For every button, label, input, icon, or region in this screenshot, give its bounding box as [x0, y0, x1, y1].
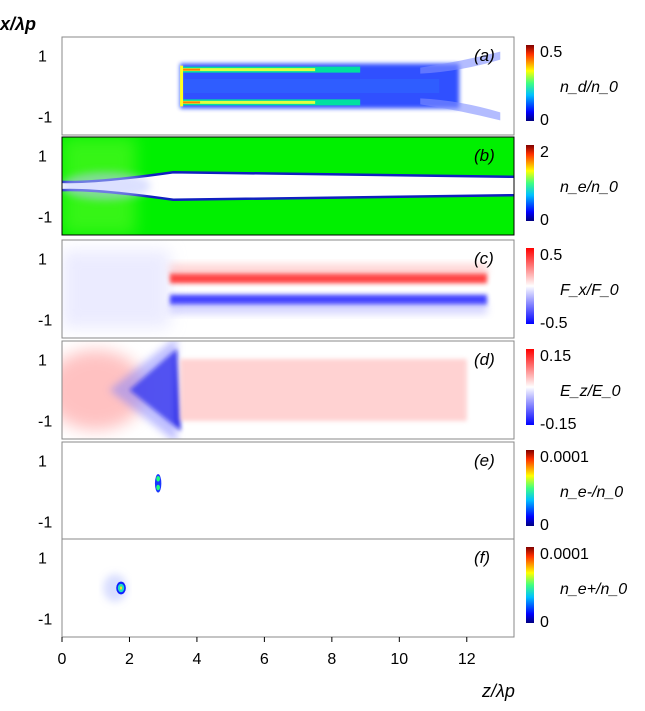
panel-label: (c): [474, 249, 494, 268]
density-wall-hot-0: [180, 68, 316, 72]
colorbar: [526, 45, 534, 121]
x-tick-label: 0: [58, 651, 67, 668]
field-halo-negative: [169, 303, 488, 314]
plot-area-d: [62, 341, 514, 439]
panels-group: (a) 1 -1 0.5 0 n_d/n_0 (b) 1 -1 2 0 n_e/n_0 (c) 1 -1 0.…: [38, 36, 627, 638]
density-wall-peak-0: [180, 68, 201, 71]
colorbar-max: 0.0001: [540, 449, 589, 466]
plot-area-e: [62, 442, 514, 540]
particle-peak: [119, 586, 123, 590]
x-tick-label: 4: [192, 651, 201, 668]
field-positive-front: [62, 350, 146, 430]
colorbar: [526, 145, 534, 221]
density-flare-bottom: [420, 98, 501, 121]
y-tick-label: -1: [38, 612, 52, 629]
colorbar-quantity: n_e-/n_0: [560, 484, 623, 501]
colorbar-min: 0: [540, 112, 549, 129]
colorbar-max: 2: [540, 144, 549, 161]
panel-frame: [61, 36, 515, 136]
y-tick-label: -1: [38, 515, 52, 532]
panel-c: (c) 1 -1 0.5 -0.5 F_x/F_0: [38, 239, 619, 339]
x-tick-label: 10: [390, 651, 408, 668]
panel-label: (e): [474, 451, 495, 470]
density-wall-peak-1: [180, 101, 201, 104]
y-tick-label: -1: [38, 110, 52, 127]
y-tick-label: 1: [38, 550, 47, 567]
field-plateau: [180, 359, 467, 421]
x-axis-ticks: 0 2 4 6 8 10 12: [58, 637, 476, 668]
field-negative-halo: [109, 341, 177, 439]
y-tick-label: -1: [38, 313, 52, 330]
panel-label: (d): [474, 350, 495, 369]
colorbar: [526, 450, 534, 526]
panel-label: (b): [474, 146, 495, 165]
x-tick-label: 8: [327, 651, 336, 668]
colorbar-quantity: n_d/n_0: [560, 79, 618, 96]
particle-core-top: [156, 475, 160, 482]
panel-label: (f): [474, 548, 490, 567]
colorbar-quantity: E_z/E_0: [560, 383, 621, 400]
panel-frame: [61, 340, 515, 440]
y-tick-label: 1: [38, 453, 47, 470]
colorbar-max: 0.5: [540, 44, 562, 61]
colorbar-min: 0: [540, 614, 549, 631]
panel-frame: [61, 136, 515, 236]
panel-frame: [61, 538, 515, 638]
colorbar-min: -0.5: [540, 315, 568, 332]
panel-f: (f) 1 -1 0.0001 0 n_e+/n_0: [38, 538, 627, 638]
colorbar: [526, 248, 534, 324]
particle-core-bottom: [156, 484, 160, 491]
plot-area-c: [62, 240, 514, 338]
density-wall-hot-1: [180, 100, 316, 104]
x-tick-label: 6: [260, 651, 269, 668]
plot-area-a: [62, 37, 514, 135]
x-axis-title: z/λp: [481, 681, 515, 701]
colorbar-quantity: F_x/F_0: [560, 282, 619, 299]
field-halo-positive: [169, 264, 488, 275]
y-tick-label: -1: [38, 210, 52, 227]
electron-cavity: [62, 172, 514, 200]
x-tick-label: 12: [458, 651, 476, 668]
field-band-positive: [169, 273, 488, 284]
colorbar: [526, 547, 534, 623]
density-flare-top: [420, 51, 501, 74]
y-tick-label: 1: [38, 251, 47, 268]
plot-background: [62, 539, 514, 637]
density-core: [184, 79, 440, 93]
x-tick-label: 2: [125, 651, 134, 668]
panel-b: (b) 1 -1 2 0 n_e/n_0: [38, 136, 618, 236]
particle-halo: [103, 574, 127, 602]
panel-frame: [61, 239, 515, 339]
colorbar-max: 0.0001: [540, 546, 589, 563]
colorbar-min: 0: [540, 517, 549, 534]
panel-d: (d) 1 -1 0.15 -0.15 E_z/E_0: [38, 340, 621, 440]
plot-area-f: [62, 539, 514, 637]
panel-label: (a): [474, 46, 495, 65]
y-tick-label: 1: [38, 48, 47, 65]
colorbar: [526, 349, 534, 425]
y-tick-label: 1: [38, 352, 47, 369]
y-axis-title: x/λp: [0, 14, 36, 34]
electron-scatter: [62, 172, 151, 200]
plot-background: [62, 442, 514, 540]
colorbar-min: 0: [540, 212, 549, 229]
y-tick-label: -1: [38, 414, 52, 431]
field-noise: [62, 250, 170, 328]
density-front: [180, 65, 184, 107]
colorbar-quantity: n_e+/n_0: [560, 581, 627, 598]
y-tick-label: 1: [38, 148, 47, 165]
colorbar-quantity: n_e/n_0: [560, 179, 618, 196]
colorbar-max: 0.5: [540, 247, 562, 264]
panel-e: (e) 1 -1 0.0001 0 n_e-/n_0: [38, 441, 623, 541]
panel-a: (a) 1 -1 0.5 0 n_d/n_0: [38, 36, 618, 136]
colorbar-min: -0.15: [540, 416, 577, 433]
colorbar-max: 0.15: [540, 348, 571, 365]
field-band-negative: [169, 294, 488, 305]
plot-area-b: [62, 137, 514, 235]
